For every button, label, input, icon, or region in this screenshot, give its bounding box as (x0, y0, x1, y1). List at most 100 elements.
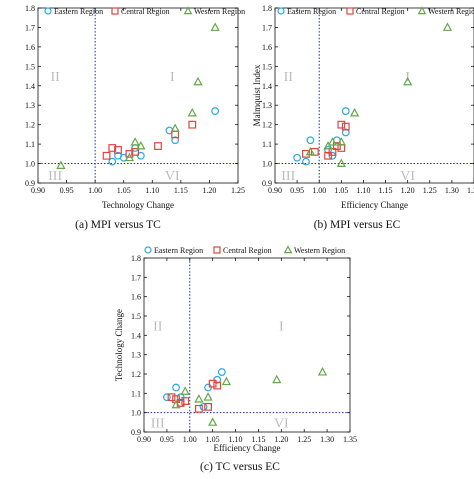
y-tick-label: 1.7 (262, 23, 272, 32)
y-tick-label: 1.7 (25, 23, 35, 32)
data-point (305, 146, 316, 156)
legend-label: Western Region (194, 7, 245, 16)
data-point (293, 153, 302, 162)
data-point (56, 160, 66, 169)
quadrant-label: II (153, 320, 163, 335)
y-tick-label: 1.0 (262, 160, 272, 169)
data-point (302, 149, 310, 158)
series-triangle (56, 22, 220, 169)
x-tick-label: 1.00 (88, 186, 102, 195)
data-point (341, 107, 350, 115)
data-point (337, 120, 346, 129)
panel-caption: (b) MPI versus EC (314, 219, 401, 231)
quadrant-label: VI (165, 169, 180, 184)
quadrant-label: III (48, 169, 62, 184)
data-point (187, 107, 197, 117)
quadrant-label: VI (274, 416, 289, 431)
legend-marker-circle (44, 7, 52, 15)
x-tick-label: 0.90 (31, 186, 45, 195)
data-point (324, 146, 332, 154)
legend-marker-triangle (183, 6, 193, 15)
y-tick-label: 1.5 (262, 62, 272, 71)
legend-label: Eastern Region (54, 7, 103, 16)
data-point (208, 417, 218, 426)
data-point (188, 120, 197, 129)
quadrant-label: I (279, 320, 284, 335)
y-tick-label: 1.8 (262, 4, 272, 13)
data-point (337, 144, 346, 152)
data-point (349, 107, 360, 117)
data-point (194, 394, 204, 403)
y-tick-label: 1.0 (131, 409, 141, 418)
x-tick-label: 0.90 (268, 186, 282, 195)
y-tick-label: 1.5 (25, 62, 35, 71)
data-point (102, 151, 111, 160)
data-point (181, 397, 190, 405)
data-point (130, 137, 140, 146)
y-tick-label: 1.1 (131, 389, 141, 398)
x-tick-label: 0.95 (60, 186, 74, 195)
y-tick-label: 0.9 (131, 428, 141, 437)
quadrant-label: VI (400, 169, 415, 184)
quadrant-label: I (170, 70, 175, 85)
x-tick-label: 1.10 (356, 186, 370, 195)
series-triangle (305, 22, 453, 168)
data-point (336, 158, 346, 168)
series-circle (108, 107, 220, 166)
y-tick-label: 1.8 (25, 4, 35, 13)
y-tick-label: 1.5 (131, 312, 141, 321)
series-square (167, 379, 222, 413)
quadrant-label: III (281, 169, 295, 184)
quadrant-label: II (50, 70, 60, 85)
data-point (203, 392, 213, 401)
y-tick-label: 1.2 (25, 121, 35, 130)
legend-marker-triangle (283, 245, 293, 254)
x-tick-label: 1.20 (202, 186, 216, 195)
y-tick-label: 1.6 (131, 293, 141, 302)
data-point (204, 402, 212, 411)
data-point (213, 381, 222, 390)
y-tick-label: 1.3 (25, 101, 35, 110)
data-point (154, 142, 162, 150)
data-point (210, 22, 220, 31)
x-tick-label: 1.10 (145, 186, 159, 195)
x-tick-label: 1.10 (229, 435, 243, 444)
y-tick-label: 1.1 (25, 140, 35, 149)
x-tick-label: 1.25 (231, 186, 245, 195)
data-point (333, 142, 341, 150)
data-point (108, 144, 117, 152)
plot-frame (274, 7, 474, 184)
legend-marker-square (213, 246, 221, 254)
data-point (328, 147, 337, 156)
x-axis-label: Technology Change (102, 200, 174, 210)
y-axis-label: Technology Change (114, 309, 124, 381)
data-point (302, 157, 310, 166)
legend-label: Western Region (428, 7, 474, 16)
plot-frame (143, 257, 351, 433)
y-tick-label: 1.4 (262, 82, 272, 91)
data-point (221, 376, 232, 386)
x-tick-label: 1.30 (445, 186, 459, 195)
y-tick-label: 0.9 (262, 179, 272, 188)
data-point (193, 76, 203, 86)
x-tick-label: 0.95 (160, 435, 174, 444)
panel-caption: (a) MPI versus TC (75, 219, 161, 231)
x-axis-label: Efficiency Change (341, 200, 408, 210)
data-point (211, 107, 220, 115)
data-point (131, 147, 140, 156)
x-tick-label: 1.00 (312, 186, 326, 195)
x-tick-label: 1.15 (379, 186, 393, 195)
data-point (208, 379, 217, 388)
x-tick-label: 1.05 (206, 435, 220, 444)
x-tick-label: 1.25 (423, 186, 437, 195)
data-point (171, 136, 180, 145)
panel-caption: (c) TC versus EC (200, 461, 280, 473)
y-tick-label: 1.4 (25, 82, 35, 91)
data-point (125, 149, 134, 158)
x-axis-label: Efficiency Change (213, 443, 280, 453)
legend-label: Central Region (121, 7, 170, 16)
y-tick-label: 0.9 (25, 179, 35, 188)
data-point (114, 146, 122, 154)
